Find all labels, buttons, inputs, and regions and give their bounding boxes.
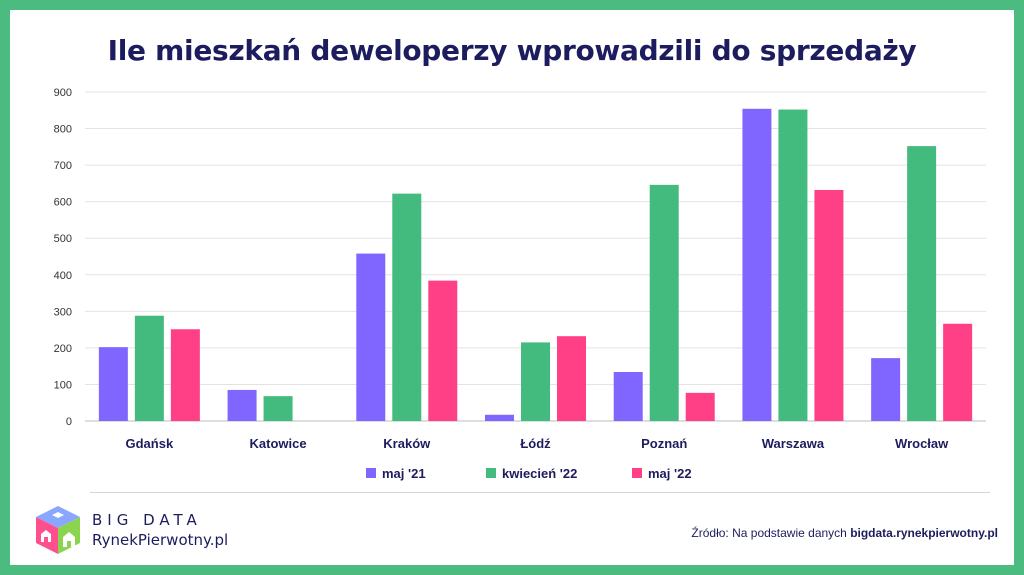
brand-site: RynekPierwotny.pl bbox=[92, 531, 229, 549]
bar bbox=[907, 146, 937, 421]
footer-divider bbox=[90, 492, 990, 493]
bar bbox=[392, 193, 422, 421]
y-tick-label: 200 bbox=[54, 343, 72, 355]
legend-label: maj '21 bbox=[382, 466, 426, 481]
y-tick-label: 900 bbox=[54, 87, 72, 99]
y-tick-label: 300 bbox=[54, 306, 72, 318]
legend-swatch bbox=[632, 468, 642, 478]
bar bbox=[428, 280, 458, 421]
x-category-label: Kraków bbox=[383, 436, 431, 451]
source-note: Źródło: Na podstawie danych bigdata.ryne… bbox=[691, 526, 998, 540]
bar bbox=[649, 184, 679, 421]
y-tick-label: 400 bbox=[54, 270, 72, 282]
bar bbox=[557, 336, 586, 421]
y-tick-label: 500 bbox=[54, 233, 72, 245]
y-tick-label: 800 bbox=[54, 124, 72, 136]
brand-name: BIG DATA bbox=[92, 511, 202, 529]
y-tick-label: 600 bbox=[54, 197, 72, 209]
chart-title: Ile mieszkań deweloperzy wprowadzili do … bbox=[107, 34, 917, 67]
bar bbox=[134, 315, 164, 421]
x-category-label: Wrocław bbox=[895, 436, 949, 451]
x-category-label: Warszawa bbox=[762, 436, 825, 451]
bar bbox=[98, 347, 128, 421]
bar bbox=[814, 189, 844, 421]
bar bbox=[778, 109, 808, 422]
bar bbox=[263, 396, 293, 421]
bar bbox=[521, 342, 550, 421]
bar bbox=[485, 414, 514, 421]
bar bbox=[742, 108, 772, 421]
bar bbox=[685, 392, 715, 421]
bar bbox=[943, 323, 973, 421]
y-tick-label: 100 bbox=[54, 379, 72, 391]
bar bbox=[227, 389, 257, 421]
bar bbox=[871, 358, 901, 421]
bar-chart: 0 100 200 300 400 500 600 700 800 900 Gdańsk Katowi… bbox=[54, 87, 986, 481]
bar bbox=[613, 372, 643, 421]
legend-swatch bbox=[486, 468, 496, 478]
bar bbox=[356, 253, 386, 421]
source-prefix: Źródło: Na podstawie danych bbox=[691, 526, 851, 540]
legend-swatch bbox=[366, 468, 376, 478]
x-category-label: Poznań bbox=[641, 436, 687, 451]
legend-label: maj '22 bbox=[648, 466, 692, 481]
y-tick-label: 700 bbox=[54, 160, 72, 172]
bar bbox=[170, 329, 200, 421]
y-tick-label: 0 bbox=[66, 416, 72, 428]
chart-card: Ile mieszkań deweloperzy wprowadzili do … bbox=[10, 10, 1014, 565]
bigdata-cube-logo bbox=[36, 506, 80, 554]
x-category-label: Katowice bbox=[250, 436, 307, 451]
x-category-label: Gdańsk bbox=[126, 436, 174, 451]
x-category-label: Łódź bbox=[520, 436, 551, 451]
source-link[interactable]: bigdata.rynekpierwotny.pl bbox=[850, 526, 998, 540]
legend-label: kwiecień '22 bbox=[502, 466, 577, 481]
